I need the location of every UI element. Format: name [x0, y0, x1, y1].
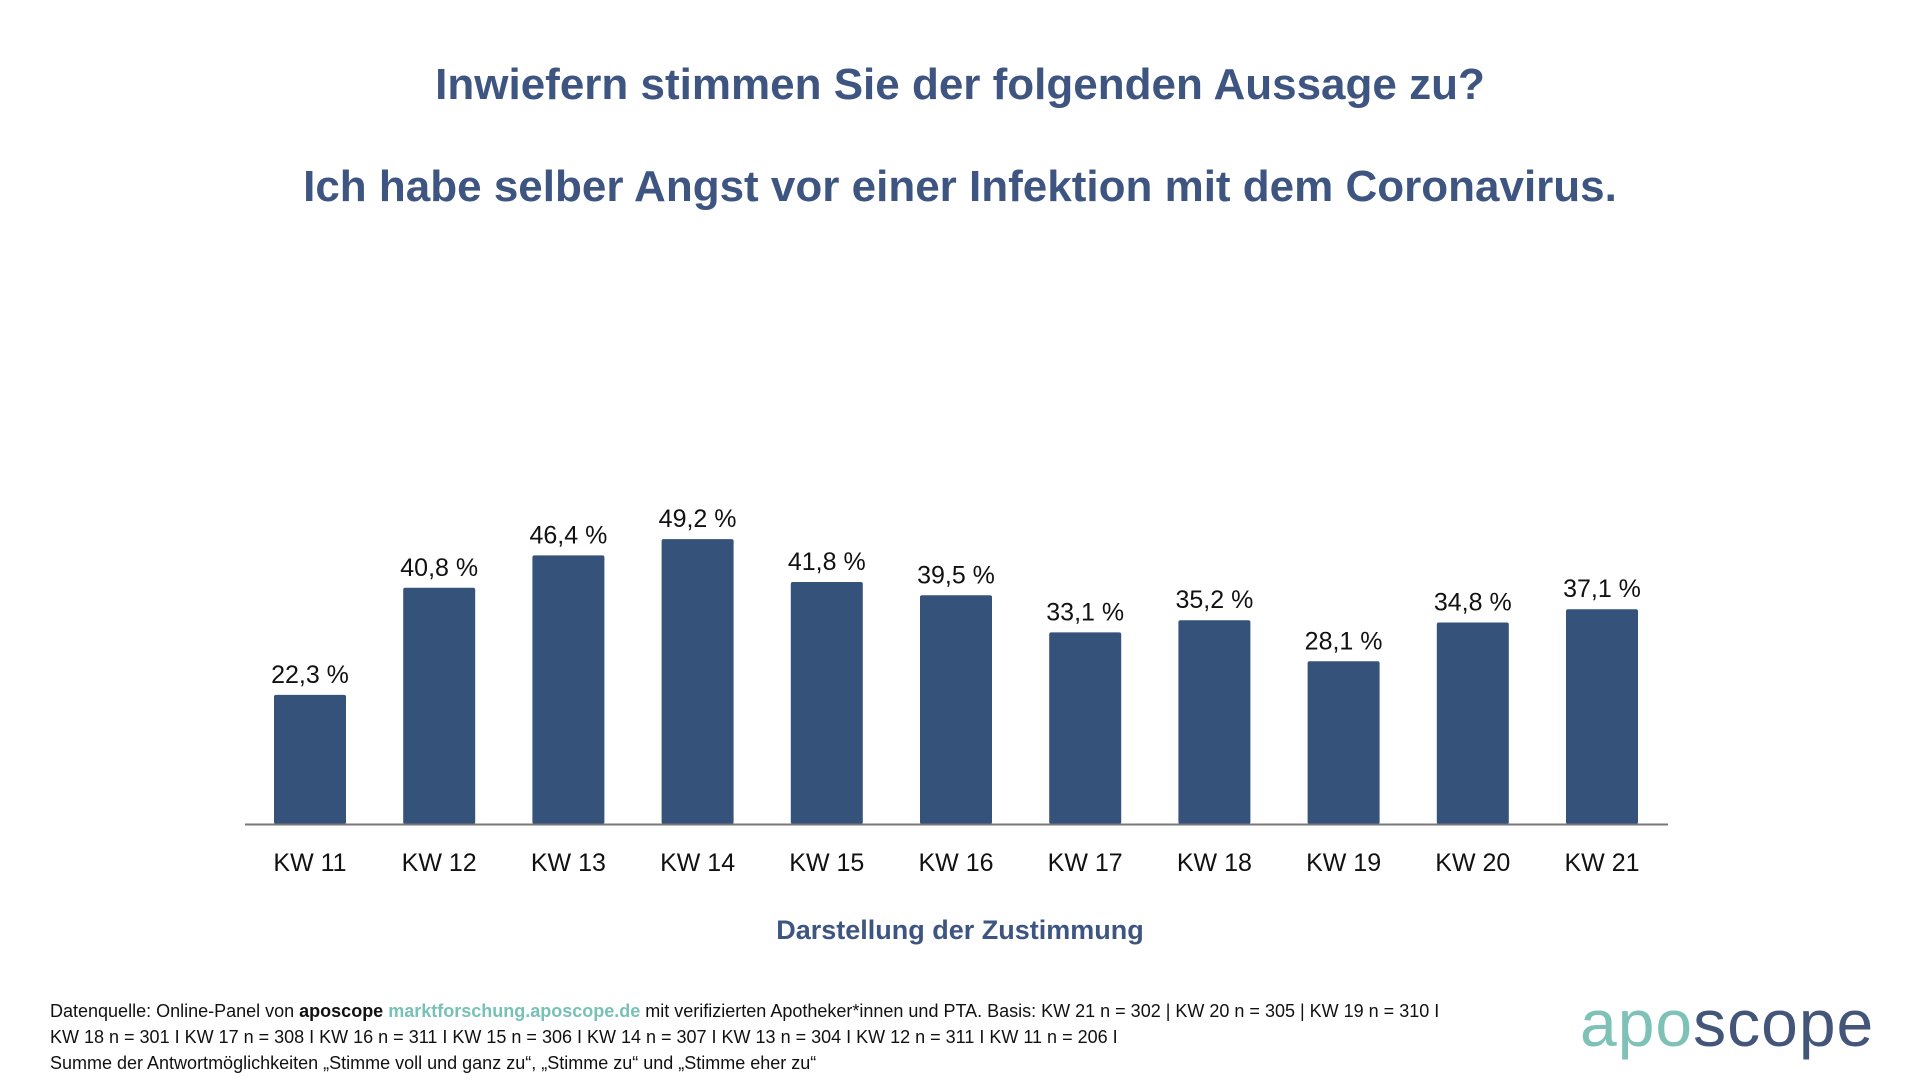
- footnote-line-3: Summe der Antwortmöglichkeiten „Stimme v…: [50, 1053, 817, 1073]
- x-tick-label: KW 20: [1435, 849, 1510, 877]
- data-label: 34,8 %: [1434, 589, 1512, 617]
- bar-kw-20: [1436, 622, 1509, 824]
- aposcope-logo: aposcope: [1580, 985, 1874, 1061]
- x-tick-label: KW 21: [1564, 849, 1639, 877]
- data-label: 40,8 %: [400, 554, 478, 582]
- x-tick-label: KW 14: [660, 849, 735, 877]
- data-label: 28,1 %: [1305, 627, 1383, 655]
- bar-kw-12: [403, 587, 476, 824]
- logo-part-scope: scope: [1693, 986, 1875, 1060]
- data-label: 37,1 %: [1563, 575, 1641, 603]
- data-label: 39,5 %: [917, 561, 995, 589]
- x-tick-label: KW 15: [789, 849, 864, 877]
- data-label: 41,8 %: [788, 548, 866, 576]
- x-tick-label: KW 12: [402, 849, 477, 877]
- footnote-prefix: Datenquelle: Online-Panel von: [50, 1001, 300, 1021]
- data-label: 46,4 %: [529, 521, 607, 549]
- chart-subtitle: Ich habe selber Angst vor einer Infektio…: [303, 162, 1617, 211]
- footnote-line-1: Datenquelle: Online-Panel von aposcope m…: [50, 998, 1439, 1024]
- footnote-brand: aposcope: [299, 1001, 384, 1021]
- chart-title: Inwiefern stimmen Sie der folgenden Auss…: [435, 60, 1485, 109]
- x-axis-label: Darstellung der Zustimmung: [776, 915, 1144, 945]
- data-label: 35,2 %: [1175, 586, 1253, 614]
- bar-kw-15: [790, 581, 863, 824]
- x-tick-label: KW 11: [273, 849, 346, 877]
- data-label: 22,3 %: [271, 661, 349, 689]
- footnote-link[interactable]: marktforschung.aposcope.de: [388, 1001, 641, 1021]
- logo-part-apo: apo: [1580, 986, 1694, 1060]
- bar-kw-21: [1566, 609, 1638, 824]
- data-label: 49,2 %: [659, 505, 737, 533]
- x-tick-label: KW 13: [531, 849, 606, 877]
- footnote-line-2: KW 18 n = 301 I KW 17 n = 308 I KW 16 n …: [50, 1027, 1118, 1047]
- bar-kw-17: [1049, 632, 1122, 824]
- bar-kw-13: [532, 555, 605, 824]
- x-tick-label: KW 19: [1306, 849, 1381, 877]
- bar-kw-16: [920, 595, 992, 824]
- bar-kw-18: [1178, 620, 1251, 824]
- x-tick-label: KW 17: [1048, 849, 1123, 877]
- x-tick-label: KW 18: [1177, 849, 1252, 877]
- data-label: 33,1 %: [1046, 598, 1124, 626]
- footnote-suffix: mit verifizierten Apotheker*innen und PT…: [640, 1001, 1440, 1021]
- bar-kw-19: [1307, 661, 1380, 824]
- bar-kw-11: [274, 694, 346, 824]
- x-tick-label: KW 16: [918, 849, 993, 877]
- bar-kw-14: [661, 539, 734, 824]
